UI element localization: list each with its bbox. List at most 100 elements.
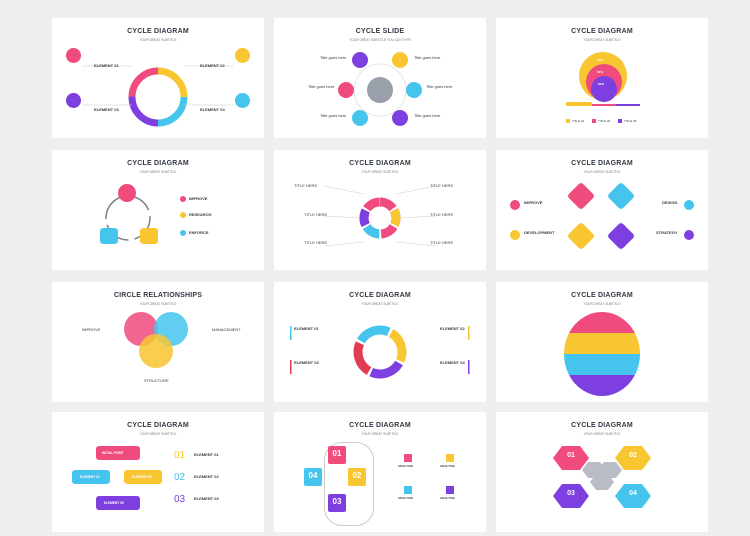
hexagon-cluster (553, 446, 651, 508)
item-title: Title goes here (414, 55, 441, 60)
band-pink (564, 312, 640, 333)
folder-icon (392, 52, 408, 68)
bullet (180, 212, 186, 218)
slide-title: CYCLE DIAGRAM (127, 160, 189, 167)
item-label: MANAGEMENT (212, 327, 241, 332)
box-label: INITIAL POINT (102, 451, 124, 455)
item-label: STRATEGY (656, 230, 678, 235)
slide-subtitle: YOUR GREAT SUBTITLE YOU CAN TYPE (349, 38, 411, 42)
slide-5[interactable]: CYCLE DIAGRAM YOUR GREAT SUBTITLE TITLE … (274, 150, 486, 270)
bullet (510, 200, 520, 210)
bullet (180, 196, 186, 202)
box-label: ELEMENT 03 (132, 475, 152, 479)
element-label: ELEMENT 01 (94, 63, 119, 68)
bar-3 (616, 104, 640, 106)
slide-10[interactable]: CYCLE DIAGRAM YOUR GREAT SUBTITLE INITIA… (52, 412, 264, 532)
slide-1[interactable]: CYCLE DIAGRAM YOUR GREAT SUBTITLE ELEMEN… (52, 18, 264, 138)
slide-subtitle: YOUR GREAT SUBTITLE (583, 432, 621, 436)
bar-1 (566, 102, 592, 106)
cycle-outline (324, 442, 374, 526)
hex-number: 04 (629, 490, 637, 497)
value-label: 60% (597, 70, 604, 74)
slide-12[interactable]: CYCLE DIAGRAM YOUR GREAT SUBTITLE 01 02 … (496, 412, 708, 532)
analysis-label: ANALYSIS (398, 464, 413, 468)
hex-number: 01 (567, 452, 575, 459)
layers-icon (606, 221, 636, 251)
element-label: ELEMENT 04 (440, 360, 465, 365)
slide-8[interactable]: CYCLE DIAGRAM YOUR GREAT SUBTITLE ELEMEN… (274, 282, 486, 402)
slide-title: CYCLE DIAGRAM (571, 292, 633, 299)
bulb-icon (235, 48, 250, 63)
cycle-ring (82, 65, 234, 127)
chart-icon (404, 486, 412, 494)
slide-6[interactable]: CYCLE DIAGRAM YOUR GREAT SUBTITLE IMPROV… (496, 150, 708, 270)
box-element-05 (96, 496, 140, 510)
headset-icon (66, 93, 81, 108)
slide-3[interactable]: CYCLE DIAGRAM YOUR GREAT SUBTITLE 70% 60… (496, 18, 708, 138)
item-title: TITLE HERE (430, 240, 454, 245)
item-title: TITLE HERE (294, 183, 318, 188)
gear-icon (352, 52, 368, 68)
step-label: ELEMENT 03 (194, 496, 219, 501)
monitor-icon (367, 77, 393, 103)
square-number: 02 (352, 471, 362, 480)
element-label: ELEMENT 03 (294, 360, 319, 365)
slide-title: CYCLE DIAGRAM (571, 28, 633, 35)
legend-label: TITLE 03 (624, 119, 637, 123)
slide-subtitle: YOUR GREAT SUBTITLE (139, 302, 177, 306)
item-title: Title goes here (414, 113, 441, 118)
slide-9[interactable]: CYCLE DIAGRAM YOUR GREAT SUBTITLE (496, 282, 708, 402)
thumbs-up-icon (140, 228, 158, 244)
element-label: ELEMENT 01 (294, 326, 319, 331)
step-label: ELEMENT 02 (194, 474, 219, 479)
legend-label: TITLE 01 (572, 119, 585, 123)
item-label: DESIGN (662, 200, 678, 205)
slide-title: CYCLE DIAGRAM (349, 292, 411, 299)
square-number: 01 (332, 449, 342, 458)
box-element-03 (124, 470, 162, 484)
box-element-02 (72, 470, 110, 484)
analysis-label: ANALYSIS (440, 464, 455, 468)
hex-number: 02 (629, 452, 637, 459)
legend-swatch (566, 119, 570, 123)
element-label: ELEMENT 02 (200, 63, 225, 68)
element-label: ELEMENT 03 (94, 107, 119, 112)
legend-label: TITLE 02 (598, 119, 611, 123)
slide-subtitle: YOUR GREAT SUBTITLE (361, 170, 399, 174)
slide-4[interactable]: CYCLE DIAGRAM YOUR GREAT SUBTITLE IMPROV… (52, 150, 264, 270)
chart-icon (404, 454, 412, 462)
item-label: STRUCTURE (144, 378, 169, 383)
item-title: TITLE HERE (430, 212, 454, 217)
slide-subtitle: YOUR GREAT SUBTITLE (139, 38, 177, 42)
item-title: Title goes here (308, 84, 335, 89)
slide-title: CYCLE DIAGRAM (127, 28, 189, 35)
slide-title: CYCLE DIAGRAM (127, 422, 189, 429)
stacked-circle (564, 312, 640, 396)
item-title: Title goes here (320, 113, 347, 118)
item-label: IMPROVE (82, 327, 101, 332)
box-label: ELEMENT 05 (104, 501, 124, 505)
slide-title: CYCLE DIAGRAM (571, 160, 633, 167)
chat-icon (338, 82, 354, 98)
pie-icon (392, 110, 408, 126)
item-label: IMPROVE (189, 196, 208, 201)
slide-subtitle: YOUR GREAT SUBTITLE (583, 302, 621, 306)
slide-7[interactable]: CIRCLE RELATIONSHIPS YOUR GREAT SUBTITLE… (52, 282, 264, 402)
bulb-icon (118, 184, 136, 202)
cloud-icon (100, 228, 118, 244)
slide-subtitle: YOUR GREAT SUBTITLE (583, 170, 621, 174)
band-blue (564, 354, 640, 375)
hex-number: 03 (567, 490, 575, 497)
cycle-arrows (105, 195, 151, 241)
bullet (684, 200, 694, 210)
item-label: DEVELOPMENT (524, 230, 555, 235)
slide-2[interactable]: CYCLE SLIDE YOUR GREAT SUBTITLE YOU CAN … (274, 18, 486, 138)
slide-title: CYCLE SLIDE (355, 28, 405, 35)
coffee-icon (566, 181, 596, 211)
slide-11[interactable]: CYCLE DIAGRAM YOUR GREAT SUBTITLE 01 02 … (274, 412, 486, 532)
user-icon (235, 93, 250, 108)
slide-subtitle: YOUR GREAT SUBTITLE (361, 302, 399, 306)
step-label: ELEMENT 01 (194, 452, 219, 457)
item-title: Title goes here (426, 84, 453, 89)
